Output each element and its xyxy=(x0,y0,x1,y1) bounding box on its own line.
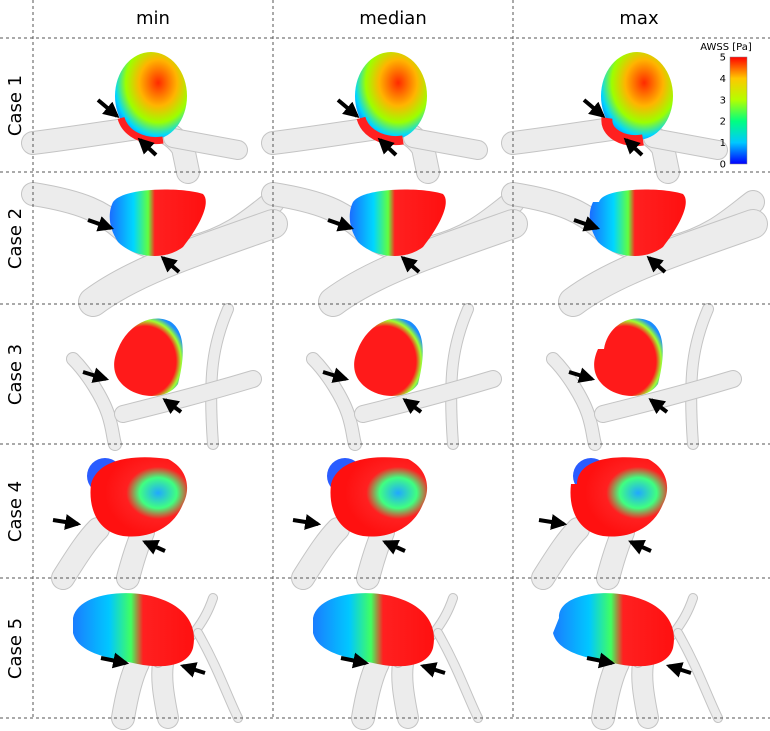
arrow-icon xyxy=(382,539,406,555)
arrow-icon xyxy=(648,398,669,415)
arrow-icon xyxy=(538,514,568,530)
arrow-icon xyxy=(402,398,423,415)
cell-case-3-median xyxy=(306,303,502,451)
arrow-icon xyxy=(646,255,667,274)
column-label-min: min xyxy=(136,8,170,29)
cell-case-5-median xyxy=(313,593,483,730)
cell-case-2-max xyxy=(501,182,768,317)
colorbar-scale xyxy=(729,56,748,165)
arrow-icon xyxy=(100,652,130,669)
arrow-icon xyxy=(292,514,322,530)
aneurysm-surface xyxy=(589,189,686,257)
arrow-icon xyxy=(628,539,652,555)
column-label-max: max xyxy=(619,8,659,29)
cell-case-3-min xyxy=(66,303,262,451)
arrow-icon xyxy=(179,662,206,678)
aneurysm-surface xyxy=(109,189,206,257)
aneurysm-surface xyxy=(570,457,668,537)
aneurysm-surface xyxy=(73,593,194,667)
arrow-icon xyxy=(162,398,183,415)
aneurysm-surface xyxy=(349,189,446,257)
aneurysm-surface xyxy=(114,318,183,396)
arrow-icon xyxy=(52,514,82,530)
aneurysm-surface xyxy=(355,52,427,140)
aneurysm-surface xyxy=(594,318,663,396)
arrow-icon xyxy=(586,652,616,669)
colorbar-tick-label: 4 xyxy=(720,74,726,85)
colorbar-title: AWSS [Pa] xyxy=(700,42,752,53)
arrow-icon xyxy=(400,255,421,274)
arrow-icon xyxy=(377,137,398,157)
arrow-icon xyxy=(322,367,350,383)
aneurysm-surface xyxy=(90,457,188,537)
cell-case-1-max xyxy=(501,52,728,184)
cell-case-2-median xyxy=(261,182,528,317)
aneurysm-surface xyxy=(354,318,423,396)
aneurysm-surface xyxy=(115,52,187,140)
arrow-icon xyxy=(665,662,692,678)
aneurysm-surface xyxy=(330,457,428,537)
arrow-icon xyxy=(96,98,120,119)
arrow-icon xyxy=(573,216,601,232)
cell-case-1-min xyxy=(21,52,248,184)
cell-case-4-max xyxy=(531,457,668,590)
arrow-icon xyxy=(137,137,158,157)
cell-case-5-min xyxy=(73,593,243,730)
cell-case-3-max xyxy=(546,303,742,451)
colorbar-tick-label: 5 xyxy=(720,53,726,64)
aneurysm-surface xyxy=(313,593,434,667)
cell-case-5-max xyxy=(553,593,723,730)
colorbar: AWSS [Pa] 0 1 2 3 4 5 xyxy=(700,42,752,171)
colorbar-tick-label: 2 xyxy=(720,117,726,128)
cell-case-2-min xyxy=(21,182,288,317)
arrow-icon xyxy=(142,539,166,555)
colorbar-tick-label: 3 xyxy=(720,95,726,106)
arrow-icon xyxy=(568,367,596,383)
arrow-icon xyxy=(623,137,644,157)
arrow-icon xyxy=(582,98,606,119)
arrow-icon xyxy=(419,662,446,678)
colorbar-tick-label: 1 xyxy=(720,138,726,149)
column-label-median: median xyxy=(359,8,427,29)
cell-case-4-min xyxy=(51,457,188,590)
cell-case-1-median xyxy=(261,52,488,184)
aneurysm-surface xyxy=(553,593,674,667)
arrow-icon xyxy=(336,98,360,119)
colorbar-tick-label: 0 xyxy=(720,160,726,171)
arrow-icon xyxy=(327,216,355,232)
arrow-icon xyxy=(340,652,370,669)
arrow-icon xyxy=(160,255,181,274)
arrow-icon xyxy=(87,216,115,232)
arrow-icon xyxy=(82,367,110,383)
cell-case-4-median xyxy=(291,457,428,590)
aneurysm-surface xyxy=(601,52,673,140)
